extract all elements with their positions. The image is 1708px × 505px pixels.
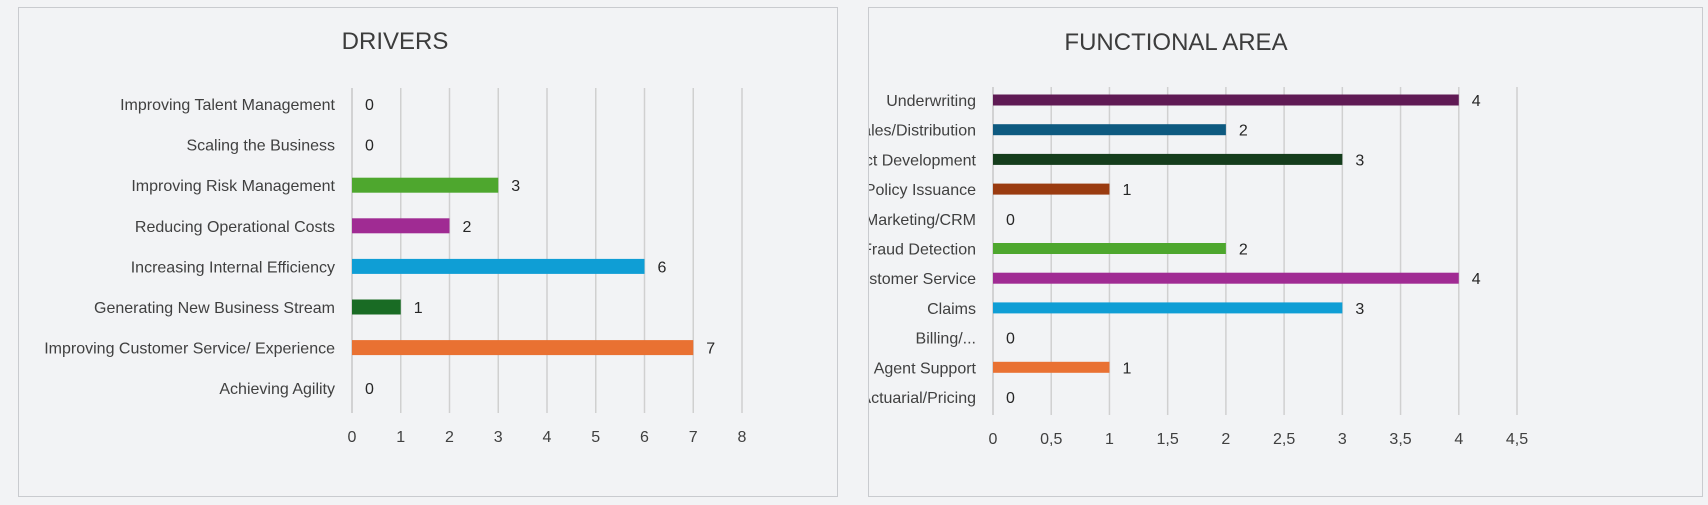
category-label: Generating New Business Stream: [94, 300, 335, 317]
category-label: Actuarial/Pricing: [869, 390, 976, 407]
x-tick-label: 1: [1105, 431, 1114, 448]
bar: [352, 177, 499, 193]
x-tick-label: 3: [1338, 431, 1347, 448]
data-label: 0: [365, 97, 374, 114]
category-label: Reducing Operational Costs: [135, 219, 335, 236]
data-label: 1: [1122, 182, 1131, 199]
category-label: Policy Issuance: [869, 182, 976, 199]
data-label: 6: [658, 259, 667, 276]
data-label: 0: [1006, 390, 1015, 407]
bar: [993, 302, 1343, 314]
data-label: 0: [365, 138, 374, 155]
x-tick-label: 6: [640, 429, 649, 446]
x-tick-label: 7: [689, 429, 698, 446]
x-tick-label: 4: [1454, 431, 1463, 448]
bar: [993, 183, 1110, 195]
category-label: Fraud Detection: [869, 242, 976, 259]
x-tick-label: 3,5: [1389, 431, 1411, 448]
bar: [993, 153, 1343, 165]
data-label: 2: [1239, 242, 1248, 259]
data-label: 0: [1006, 331, 1015, 348]
chart-title: DRIVERS: [342, 28, 449, 55]
data-label: 3: [511, 178, 520, 195]
x-tick-label: 0,5: [1040, 431, 1062, 448]
category-label: Customer Service: [869, 271, 976, 288]
x-tick-label: 4,5: [1506, 431, 1528, 448]
x-tick-label: 3: [494, 429, 503, 446]
data-label: 0: [365, 381, 374, 398]
data-label: 1: [1122, 360, 1131, 377]
bar: [993, 124, 1226, 136]
category-label: Improving Talent Management: [120, 97, 335, 114]
x-tick-label: 1,5: [1157, 431, 1179, 448]
bar: [993, 272, 1459, 284]
x-tick-label: 2,5: [1273, 431, 1295, 448]
chart-title: FUNCTIONAL AREA: [1064, 29, 1287, 56]
data-label: 3: [1355, 152, 1364, 169]
x-tick-label: 2: [1221, 431, 1230, 448]
bar: [993, 94, 1459, 106]
bar: [352, 258, 645, 274]
data-label: 3: [1355, 301, 1364, 318]
category-label: Achieving Agility: [219, 381, 335, 398]
x-tick-label: 4: [543, 429, 552, 446]
category-label: Sales/Distribution: [869, 123, 976, 140]
category-label: Underwriting: [886, 93, 976, 110]
functional-area-chart-panel: FUNCTIONAL AREA 0 0,5 1 1,5 2 2,5 3 3,5 4 4,5 Under…: [868, 7, 1703, 497]
x-tick-label: 5: [591, 429, 600, 446]
category-label: Scaling the Business: [186, 138, 335, 155]
drivers-chart: DRIVERS 0 1 2 3 4 5 6 7 8 Improving Talent Managem…: [44, 28, 747, 446]
category-label: Increasing Internal Efficiency: [131, 259, 335, 276]
category-label: Improving Customer Service/ Experience: [44, 341, 335, 358]
x-tick-label: 0: [989, 431, 998, 448]
category-label: Billing/...: [916, 331, 976, 348]
functional-area-chart: FUNCTIONAL AREA 0 0,5 1 1,5 2 2,5 3 3,5 4 4,5 Under…: [869, 29, 1528, 448]
category-label: Marketing/CRM: [869, 212, 976, 229]
bar: [352, 218, 450, 234]
category-label: Product Development: [869, 152, 977, 169]
bar: [993, 361, 1110, 373]
drivers-chart-panel: DRIVERS 0 1 2 3 4 5 6 7 8 Improving Talent Managem…: [18, 7, 838, 497]
bar: [993, 243, 1226, 254]
x-tick-label: 0: [348, 429, 357, 446]
x-tick-label: 2: [445, 429, 454, 446]
x-tick-label: 8: [738, 429, 747, 446]
data-label: 1: [414, 300, 423, 317]
data-label: 7: [706, 341, 715, 358]
bar: [352, 299, 401, 315]
category-label: Improving Risk Management: [131, 178, 335, 195]
data-label: 4: [1472, 271, 1481, 288]
bar: [352, 340, 694, 356]
category-label: Agent Support: [874, 360, 977, 377]
x-tick-label: 1: [396, 429, 405, 446]
category-label: Claims: [927, 301, 976, 318]
data-label: 2: [463, 219, 472, 236]
data-label: 2: [1239, 123, 1248, 140]
data-label: 0: [1006, 212, 1015, 229]
data-label: 4: [1472, 93, 1481, 110]
